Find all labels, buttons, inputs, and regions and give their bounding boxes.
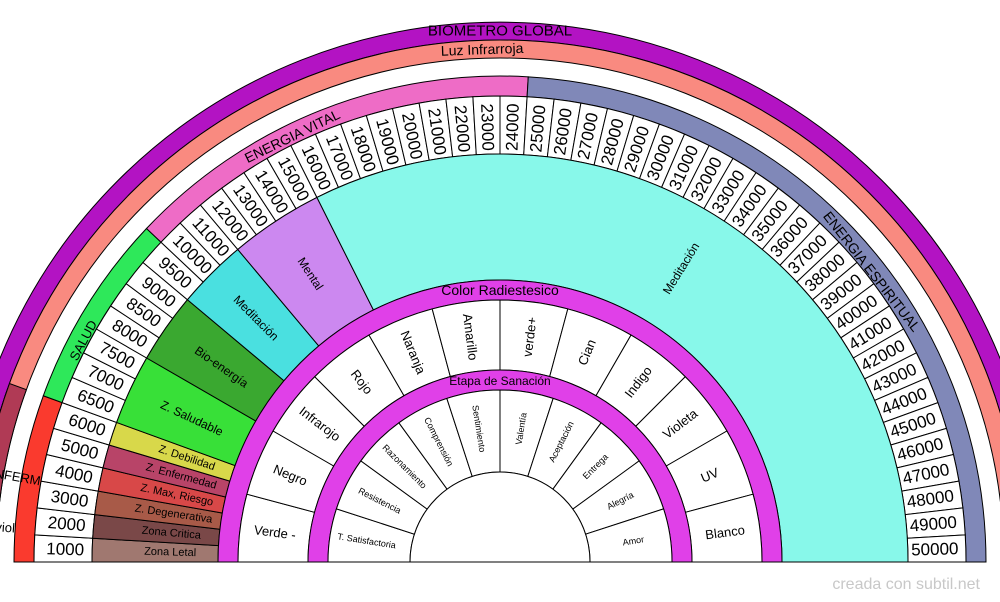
etapa-sanacion-label: Etapa de Sanación	[449, 374, 550, 388]
color-radiestesico-label: Color Radiestesico	[441, 282, 559, 298]
scale-label: 25000	[526, 104, 549, 153]
zone-label: Zona Letal	[144, 546, 196, 560]
scale-label: 50000	[911, 539, 959, 559]
stage-label: Amor	[622, 534, 645, 547]
luz-infrarroja-ring	[0, 39, 1000, 504]
credit-text: creada con subtil.net	[832, 576, 980, 593]
scale-label: 1000	[46, 539, 84, 559]
color-label: verde+	[520, 316, 540, 358]
scale-label: 49000	[909, 513, 958, 536]
biometro-global-label: BIOMETRO GLOBAL	[428, 23, 572, 40]
center-hub	[409, 471, 591, 563]
scale-label: 23000	[477, 103, 497, 151]
color-label: UV	[699, 465, 722, 486]
luz-infrarroja-label: Luz Infrarroja	[441, 40, 524, 59]
zone-label: Zona Critica	[141, 525, 202, 542]
color-label: Blanco	[704, 522, 745, 542]
luz-ultravioleta-ring	[0, 382, 28, 504]
scale-label: 22000	[451, 104, 474, 153]
stage-label: Valentía	[514, 412, 529, 446]
color-label: Amarillo	[460, 313, 481, 362]
scale-label: 24000	[502, 103, 522, 151]
scale-label: 2000	[47, 513, 86, 535]
color-label: Verde -	[253, 522, 297, 542]
